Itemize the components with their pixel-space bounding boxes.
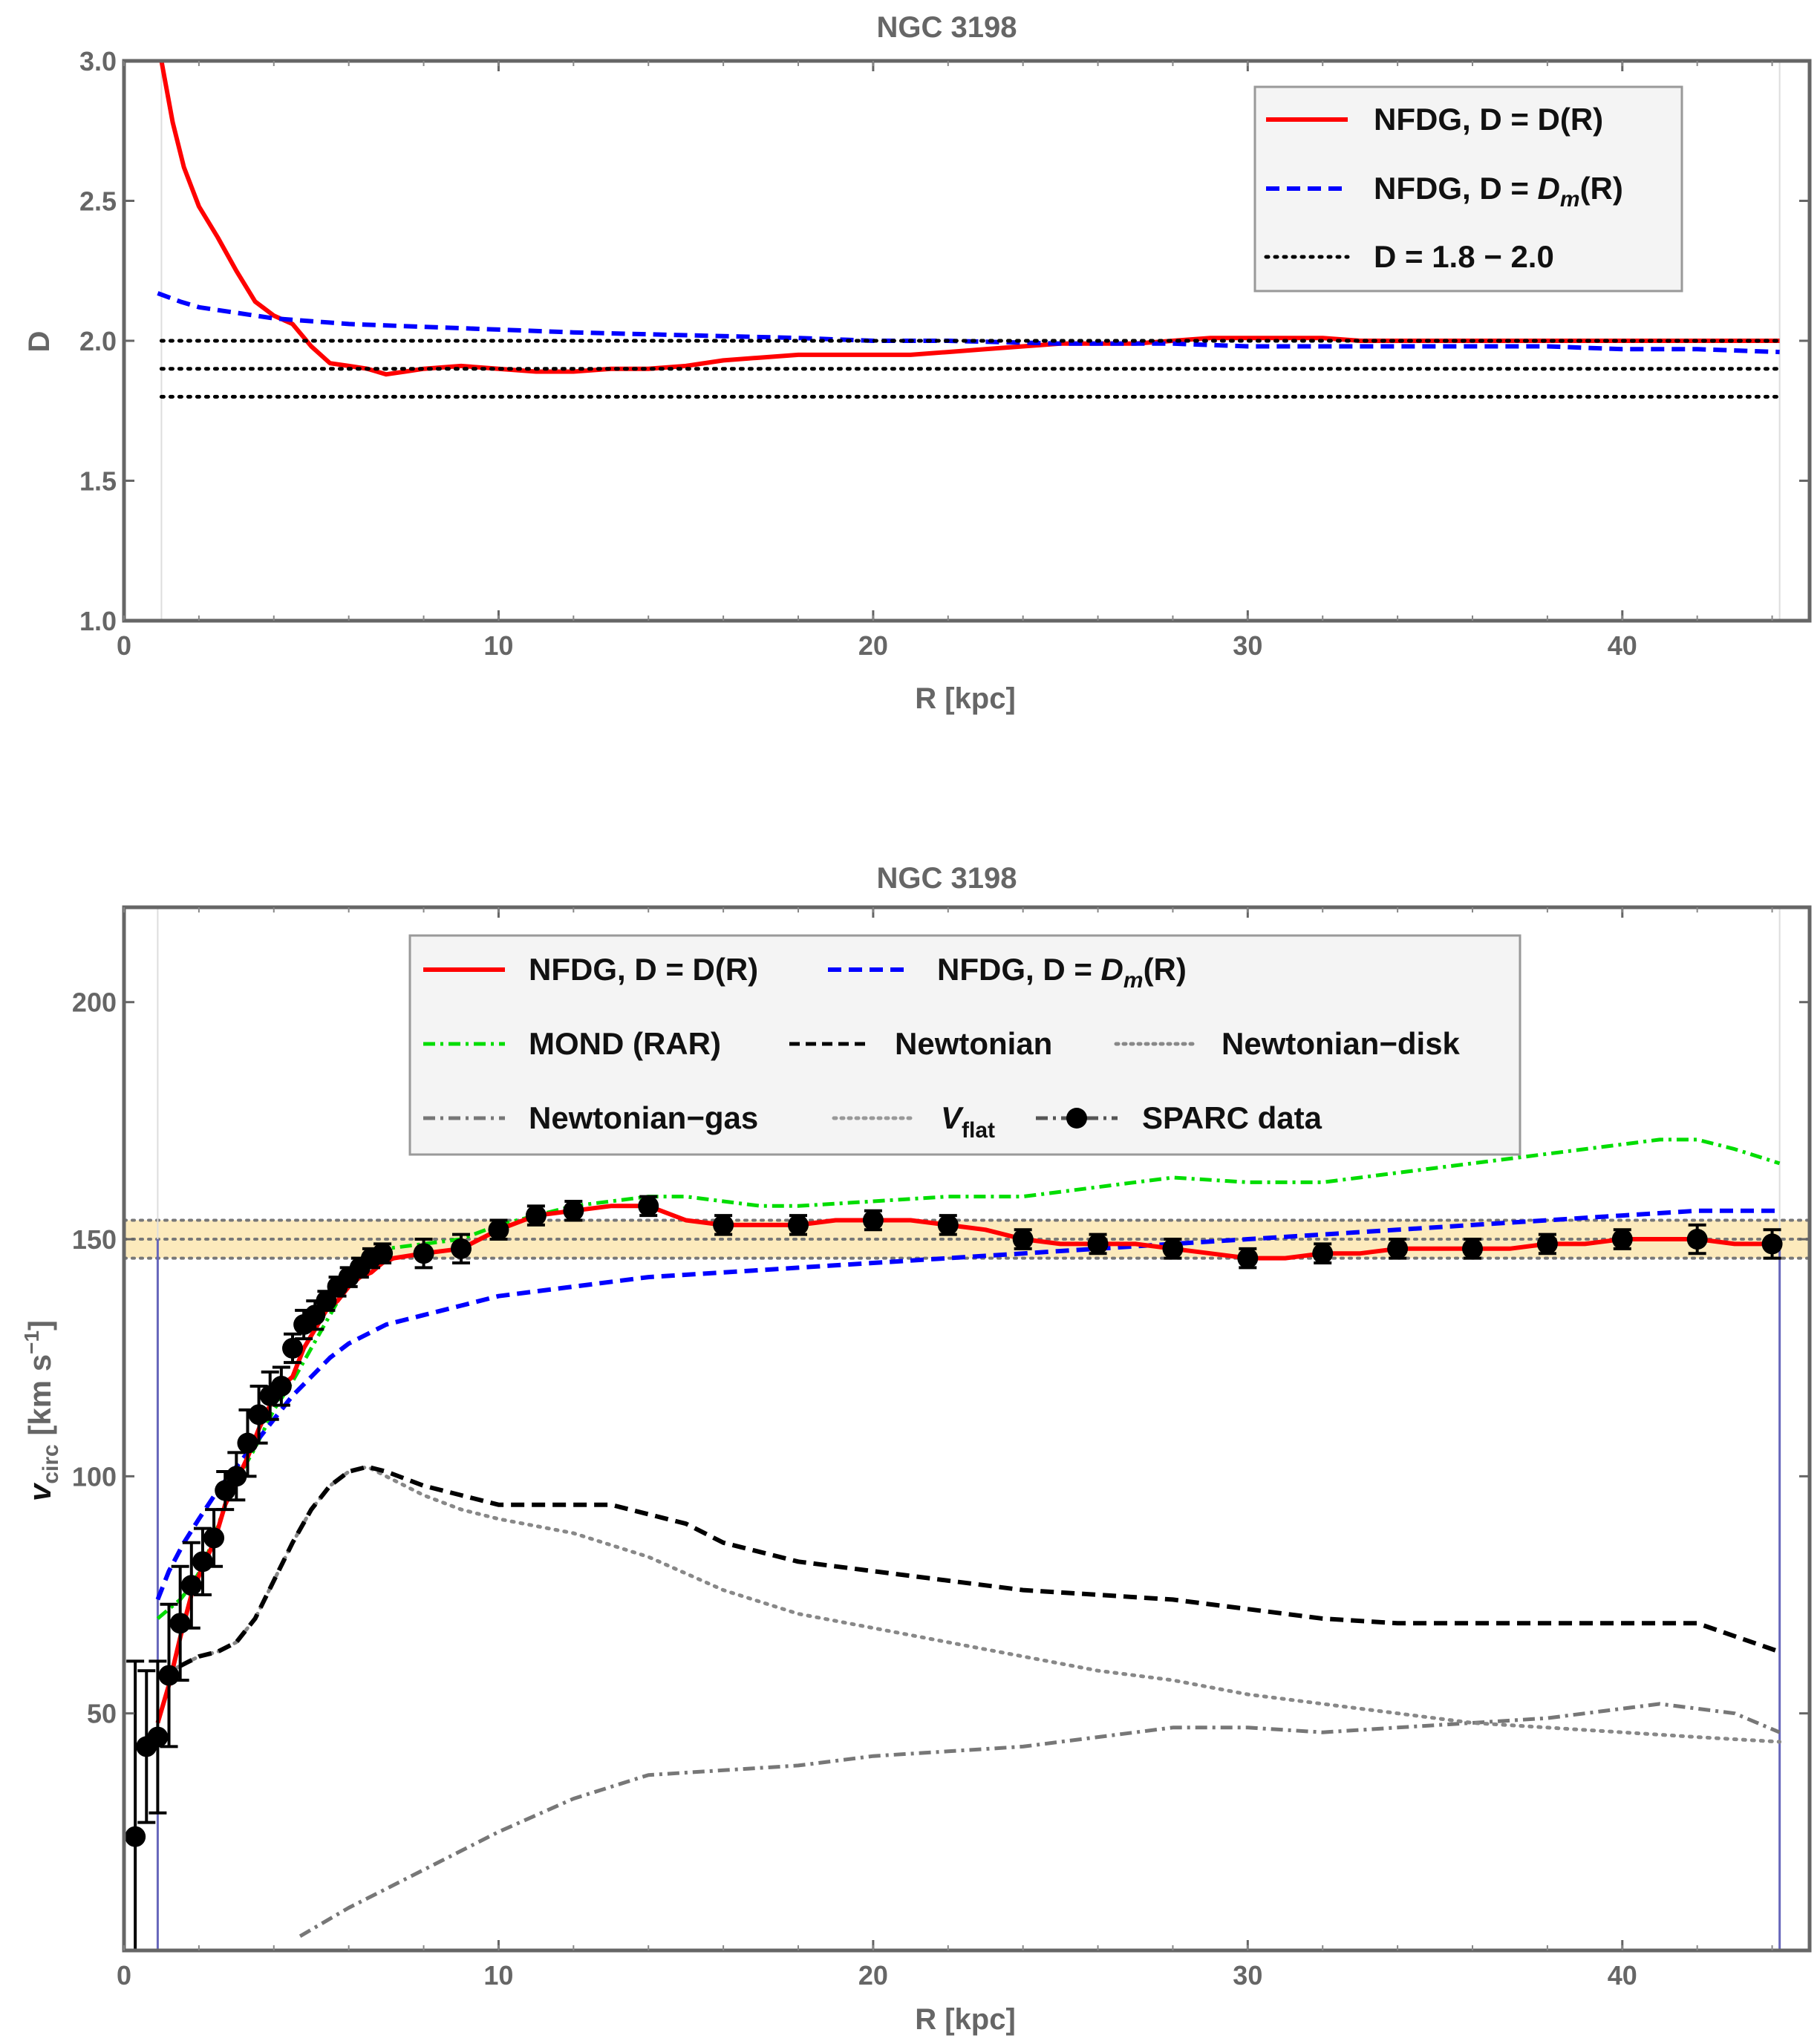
sparc-point [937, 1214, 959, 1235]
chart-top: NGC 3198 0 10 20 30 40 1.0 1.5 2.0 2.5 3.0 R [kpc… [23, 11, 1812, 715]
top-x-axis-label: R [kpc] [915, 682, 1016, 715]
sparc-point [192, 1551, 213, 1573]
sparc-point [525, 1205, 547, 1227]
bottom-chart-title: NGC 3198 [877, 862, 1017, 895]
bottom-legend: NFDG, D = D(R) NFDG, D = Dm(R) MOND (RAR… [408, 934, 1521, 1156]
sparc-point [248, 1404, 270, 1426]
bottom-legend-box [408, 934, 1521, 1156]
top-y-tick-label: 3.0 [79, 46, 117, 76]
sparc-point [180, 1575, 202, 1596]
bottom-y-tick-label: 150 [72, 1224, 117, 1255]
top-y-tick-label: 2.5 [79, 186, 117, 217]
legend-label-vflat: Vflat [941, 1100, 995, 1143]
top-ticks: 0 10 20 30 40 1.0 1.5 2.0 2.5 3.0 [79, 46, 1810, 661]
bottom-y-tick-label: 200 [72, 987, 117, 1018]
bottom-series-mond-rar- [156, 1137, 1781, 1620]
sparc-point [1312, 1243, 1334, 1264]
sparc-point [1387, 1238, 1409, 1259]
sparc-point [215, 1480, 236, 1501]
bottom-y-tick-label: 100 [72, 1461, 117, 1492]
sparc-point [1686, 1229, 1708, 1250]
top-series-group [157, 61, 1782, 399]
bottom-x-tick-label: 10 [483, 1960, 513, 1991]
sparc-point [147, 1726, 169, 1748]
sparc-point [488, 1219, 509, 1241]
bottom-series-group [155, 1137, 1782, 1938]
sparc-point [158, 1665, 180, 1686]
bottom-x-axis-label: R [kpc] [915, 2003, 1016, 2036]
legend-marker-sparc [1066, 1108, 1087, 1129]
sparc-point [372, 1243, 394, 1264]
top-y-tick-label: 1.0 [79, 606, 117, 636]
bottom-series-newtonian [160, 1464, 1781, 1678]
sparc-point [413, 1243, 434, 1264]
legend-label-sparc: SPARC data [1142, 1100, 1322, 1135]
top-y-axis-label: D [23, 331, 56, 353]
legend-label-newtonian-disk: Newtonian−disk [1222, 1026, 1461, 1061]
top-x-tick-label: 30 [1233, 630, 1262, 661]
top-x-tick-label: 20 [858, 630, 888, 661]
chart-bottom: NGC 3198 0 10 20 30 40 50 100 150 200 R [kpc] vc… [20, 862, 1812, 2036]
bottom-x-tick-label: 20 [858, 1960, 888, 1991]
top-y-tick-label: 1.5 [79, 466, 117, 497]
legend-label-nfdg-r: NFDG, D = D(R) [529, 952, 758, 987]
top-series-nfdg-d-d-r- [159, 61, 1780, 377]
bottom-ticks: 0 10 20 30 40 50 100 150 200 [72, 907, 1810, 1991]
top-legend-label-blue: NFDG, D = Dm(R) [1374, 171, 1623, 212]
sparc-point [713, 1214, 734, 1235]
legend-label-newtonian-gas: Newtonian−gas [529, 1100, 758, 1135]
sparc-point [1087, 1233, 1109, 1255]
sparc-point [563, 1200, 584, 1221]
sparc-point [270, 1376, 292, 1397]
sparc-point [237, 1432, 258, 1454]
sparc-point [1611, 1229, 1633, 1250]
top-x-tick-label: 0 [117, 630, 131, 661]
sparc-point [451, 1238, 472, 1259]
sparc-point [1761, 1233, 1783, 1255]
legend-label-mond: MOND (RAR) [529, 1026, 721, 1061]
top-x-tick-label: 10 [483, 630, 513, 661]
legend-label-nfdg-dm: NFDG, D = Dm(R) [937, 952, 1187, 993]
sparc-point [1237, 1247, 1259, 1269]
sparc-point [788, 1214, 809, 1235]
bottom-plot-frame [122, 905, 1812, 1953]
sparc-point [226, 1466, 247, 1487]
top-chart-title: NGC 3198 [877, 11, 1017, 44]
top-series-nfdg-d-dm-r- [157, 291, 1780, 355]
legend-label-newtonian: Newtonian [895, 1026, 1052, 1061]
top-legend-label-red: NFDG, D = D(R) [1374, 102, 1603, 137]
sparc-points-group [125, 1195, 1783, 1950]
sparc-point [638, 1195, 659, 1217]
top-y-tick-label: 2.0 [79, 326, 117, 356]
bottom-y-axis-label: vcirc [km s−1] [20, 1320, 63, 1501]
sparc-point [169, 1613, 191, 1634]
bottom-x-tick-label: 0 [117, 1960, 131, 1991]
sparc-point [282, 1337, 303, 1359]
sparc-point [1162, 1238, 1184, 1259]
sparc-point [125, 1826, 146, 1847]
sparc-point [1462, 1238, 1483, 1259]
top-x-tick-label: 40 [1608, 630, 1637, 661]
sparc-point [862, 1209, 884, 1231]
sparc-point [203, 1527, 225, 1549]
sparc-point [1012, 1229, 1034, 1250]
bottom-x-tick-label: 30 [1233, 1960, 1262, 1991]
top-legend: NFDG, D = D(R) NFDG, D = Dm(R) D = 1.8 −… [1253, 85, 1683, 293]
bottom-series-newtonian-gas [299, 1702, 1781, 1938]
bottom-x-tick-label: 40 [1608, 1960, 1637, 1991]
sparc-point [1536, 1233, 1558, 1255]
bottom-series-nfdg-d-dm-r- [155, 1208, 1780, 1601]
bottom-series-newtonian-disk [159, 1465, 1782, 1744]
bottom-y-tick-label: 50 [87, 1699, 117, 1729]
top-legend-label-black: D = 1.8 − 2.0 [1374, 239, 1554, 274]
